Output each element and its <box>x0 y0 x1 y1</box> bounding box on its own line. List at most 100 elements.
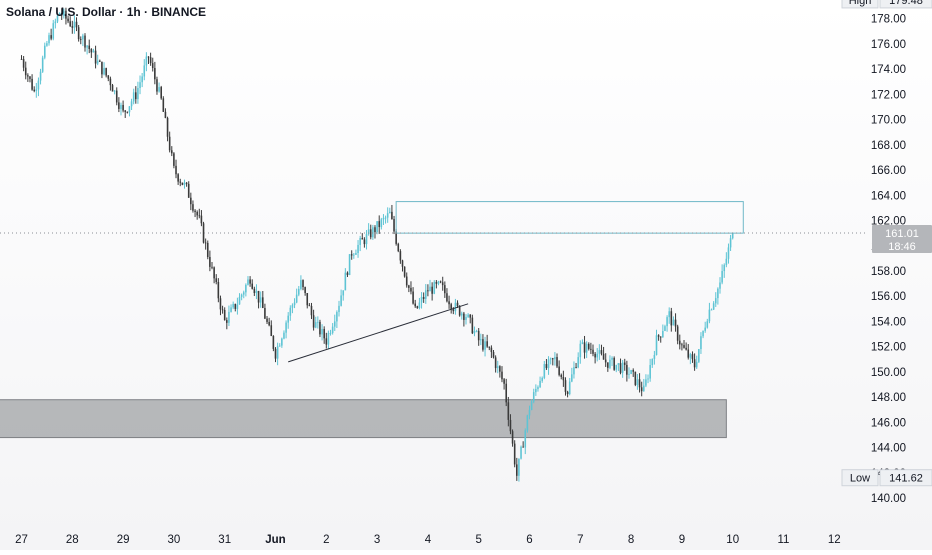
candle <box>242 290 245 299</box>
candle <box>401 259 404 272</box>
candle-body <box>651 358 654 366</box>
candle <box>702 330 704 339</box>
candle <box>329 329 332 336</box>
candle-body <box>526 415 529 431</box>
candle <box>363 237 366 248</box>
candle-body <box>469 314 472 318</box>
candle <box>297 286 300 297</box>
candle-body <box>420 297 423 303</box>
candle-body <box>300 280 302 289</box>
candle <box>463 311 465 327</box>
candle-body <box>615 364 618 370</box>
candle <box>67 15 69 24</box>
candle <box>46 40 48 47</box>
candle-body <box>676 326 679 341</box>
candle <box>691 351 694 363</box>
candle <box>571 367 573 383</box>
candle <box>194 209 196 218</box>
candle <box>412 287 414 305</box>
y-axis-tick-label: 172.00 <box>871 89 906 101</box>
candle-body <box>130 101 133 107</box>
candle-body <box>128 106 131 113</box>
candle-body <box>175 165 177 175</box>
candle-body <box>348 254 351 275</box>
candle-body <box>444 285 446 294</box>
candle <box>230 304 232 313</box>
candle-body <box>323 328 325 339</box>
x-axis-tick-label: Jun <box>265 534 285 546</box>
candle <box>190 192 192 211</box>
candle-body <box>499 366 501 372</box>
candle <box>226 317 228 330</box>
candle <box>240 293 243 301</box>
candle-body <box>56 15 59 22</box>
candle-body <box>164 111 167 118</box>
candle-body <box>666 317 668 327</box>
candle-body <box>429 286 431 292</box>
candle-body <box>166 117 169 137</box>
candle <box>145 52 148 72</box>
candle <box>103 62 105 76</box>
candle-body <box>181 182 184 185</box>
candle-body <box>255 290 258 294</box>
candle-body <box>547 359 550 369</box>
candle-body <box>96 60 99 64</box>
candle-body <box>291 305 294 308</box>
candle-body <box>664 326 666 332</box>
candle <box>446 288 448 303</box>
candle-body <box>355 253 357 255</box>
candle <box>568 377 571 396</box>
candle <box>31 74 33 91</box>
candle <box>314 316 317 329</box>
candle-body <box>598 350 601 354</box>
candle <box>336 310 338 329</box>
candle <box>69 16 71 28</box>
candle <box>634 371 637 387</box>
candle <box>513 440 516 468</box>
candle <box>547 356 550 375</box>
candle-body <box>342 290 345 296</box>
candle-body <box>634 371 637 385</box>
candle-body <box>295 294 298 303</box>
candle <box>270 320 273 337</box>
candle <box>71 20 74 34</box>
y-axis-tick-label: 154.00 <box>871 316 906 328</box>
candle <box>607 362 609 372</box>
candle <box>714 292 717 307</box>
candle <box>543 360 546 380</box>
candle-body <box>204 242 207 244</box>
candle <box>333 314 336 331</box>
candle-body <box>452 309 455 312</box>
candle-body <box>33 89 35 92</box>
candle-body <box>670 311 673 326</box>
candle-body <box>545 364 548 369</box>
candle <box>587 342 590 351</box>
candle-body <box>321 328 323 335</box>
candle <box>84 33 86 52</box>
candle <box>535 384 537 396</box>
candle-body <box>549 358 552 360</box>
candle-body <box>395 231 397 244</box>
candle <box>365 230 368 250</box>
candle <box>215 274 218 285</box>
candle-body <box>272 336 275 349</box>
candle-body <box>312 315 315 328</box>
candle <box>200 210 203 227</box>
candle-body <box>408 285 410 288</box>
candle <box>628 367 630 379</box>
candle-body <box>511 431 514 444</box>
candle <box>325 332 328 349</box>
candle <box>308 303 311 307</box>
candle <box>604 353 607 367</box>
candle-body <box>327 332 330 345</box>
candle <box>551 357 554 366</box>
candle-body <box>90 49 93 53</box>
candle-body <box>209 256 211 267</box>
candle-body <box>727 247 730 259</box>
candle-body <box>206 242 209 257</box>
candle <box>579 340 582 364</box>
candle-body <box>304 287 306 293</box>
candle <box>408 284 410 293</box>
